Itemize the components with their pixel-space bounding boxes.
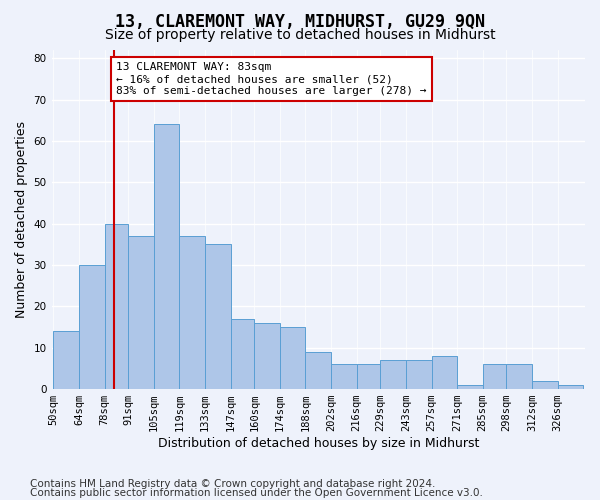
Bar [205, 244, 230, 389]
Text: Contains HM Land Registry data © Crown copyright and database right 2024.: Contains HM Land Registry data © Crown c… [30, 479, 436, 489]
Bar [557, 385, 583, 389]
Bar [254, 323, 280, 389]
Bar [482, 364, 506, 389]
Text: Size of property relative to detached houses in Midhurst: Size of property relative to detached ho… [104, 28, 496, 42]
Text: 13, CLAREMONT WAY, MIDHURST, GU29 9QN: 13, CLAREMONT WAY, MIDHURST, GU29 9QN [115, 12, 485, 30]
Bar [506, 364, 532, 389]
Text: Contains public sector information licensed under the Open Government Licence v3: Contains public sector information licen… [30, 488, 483, 498]
Bar [280, 327, 305, 389]
Bar [380, 360, 406, 389]
Bar [532, 381, 557, 389]
Bar [128, 236, 154, 389]
X-axis label: Distribution of detached houses by size in Midhurst: Distribution of detached houses by size … [158, 437, 479, 450]
Bar [406, 360, 431, 389]
Bar [457, 385, 482, 389]
Y-axis label: Number of detached properties: Number of detached properties [15, 121, 28, 318]
Text: 13 CLAREMONT WAY: 83sqm
← 16% of detached houses are smaller (52)
83% of semi-de: 13 CLAREMONT WAY: 83sqm ← 16% of detache… [116, 62, 427, 96]
Bar [356, 364, 380, 389]
Bar [179, 236, 205, 389]
Bar [305, 352, 331, 389]
Bar [104, 224, 128, 389]
Bar [431, 356, 457, 389]
Bar [331, 364, 356, 389]
Bar [79, 265, 104, 389]
Bar [53, 331, 79, 389]
Bar [230, 319, 254, 389]
Bar [154, 124, 179, 389]
